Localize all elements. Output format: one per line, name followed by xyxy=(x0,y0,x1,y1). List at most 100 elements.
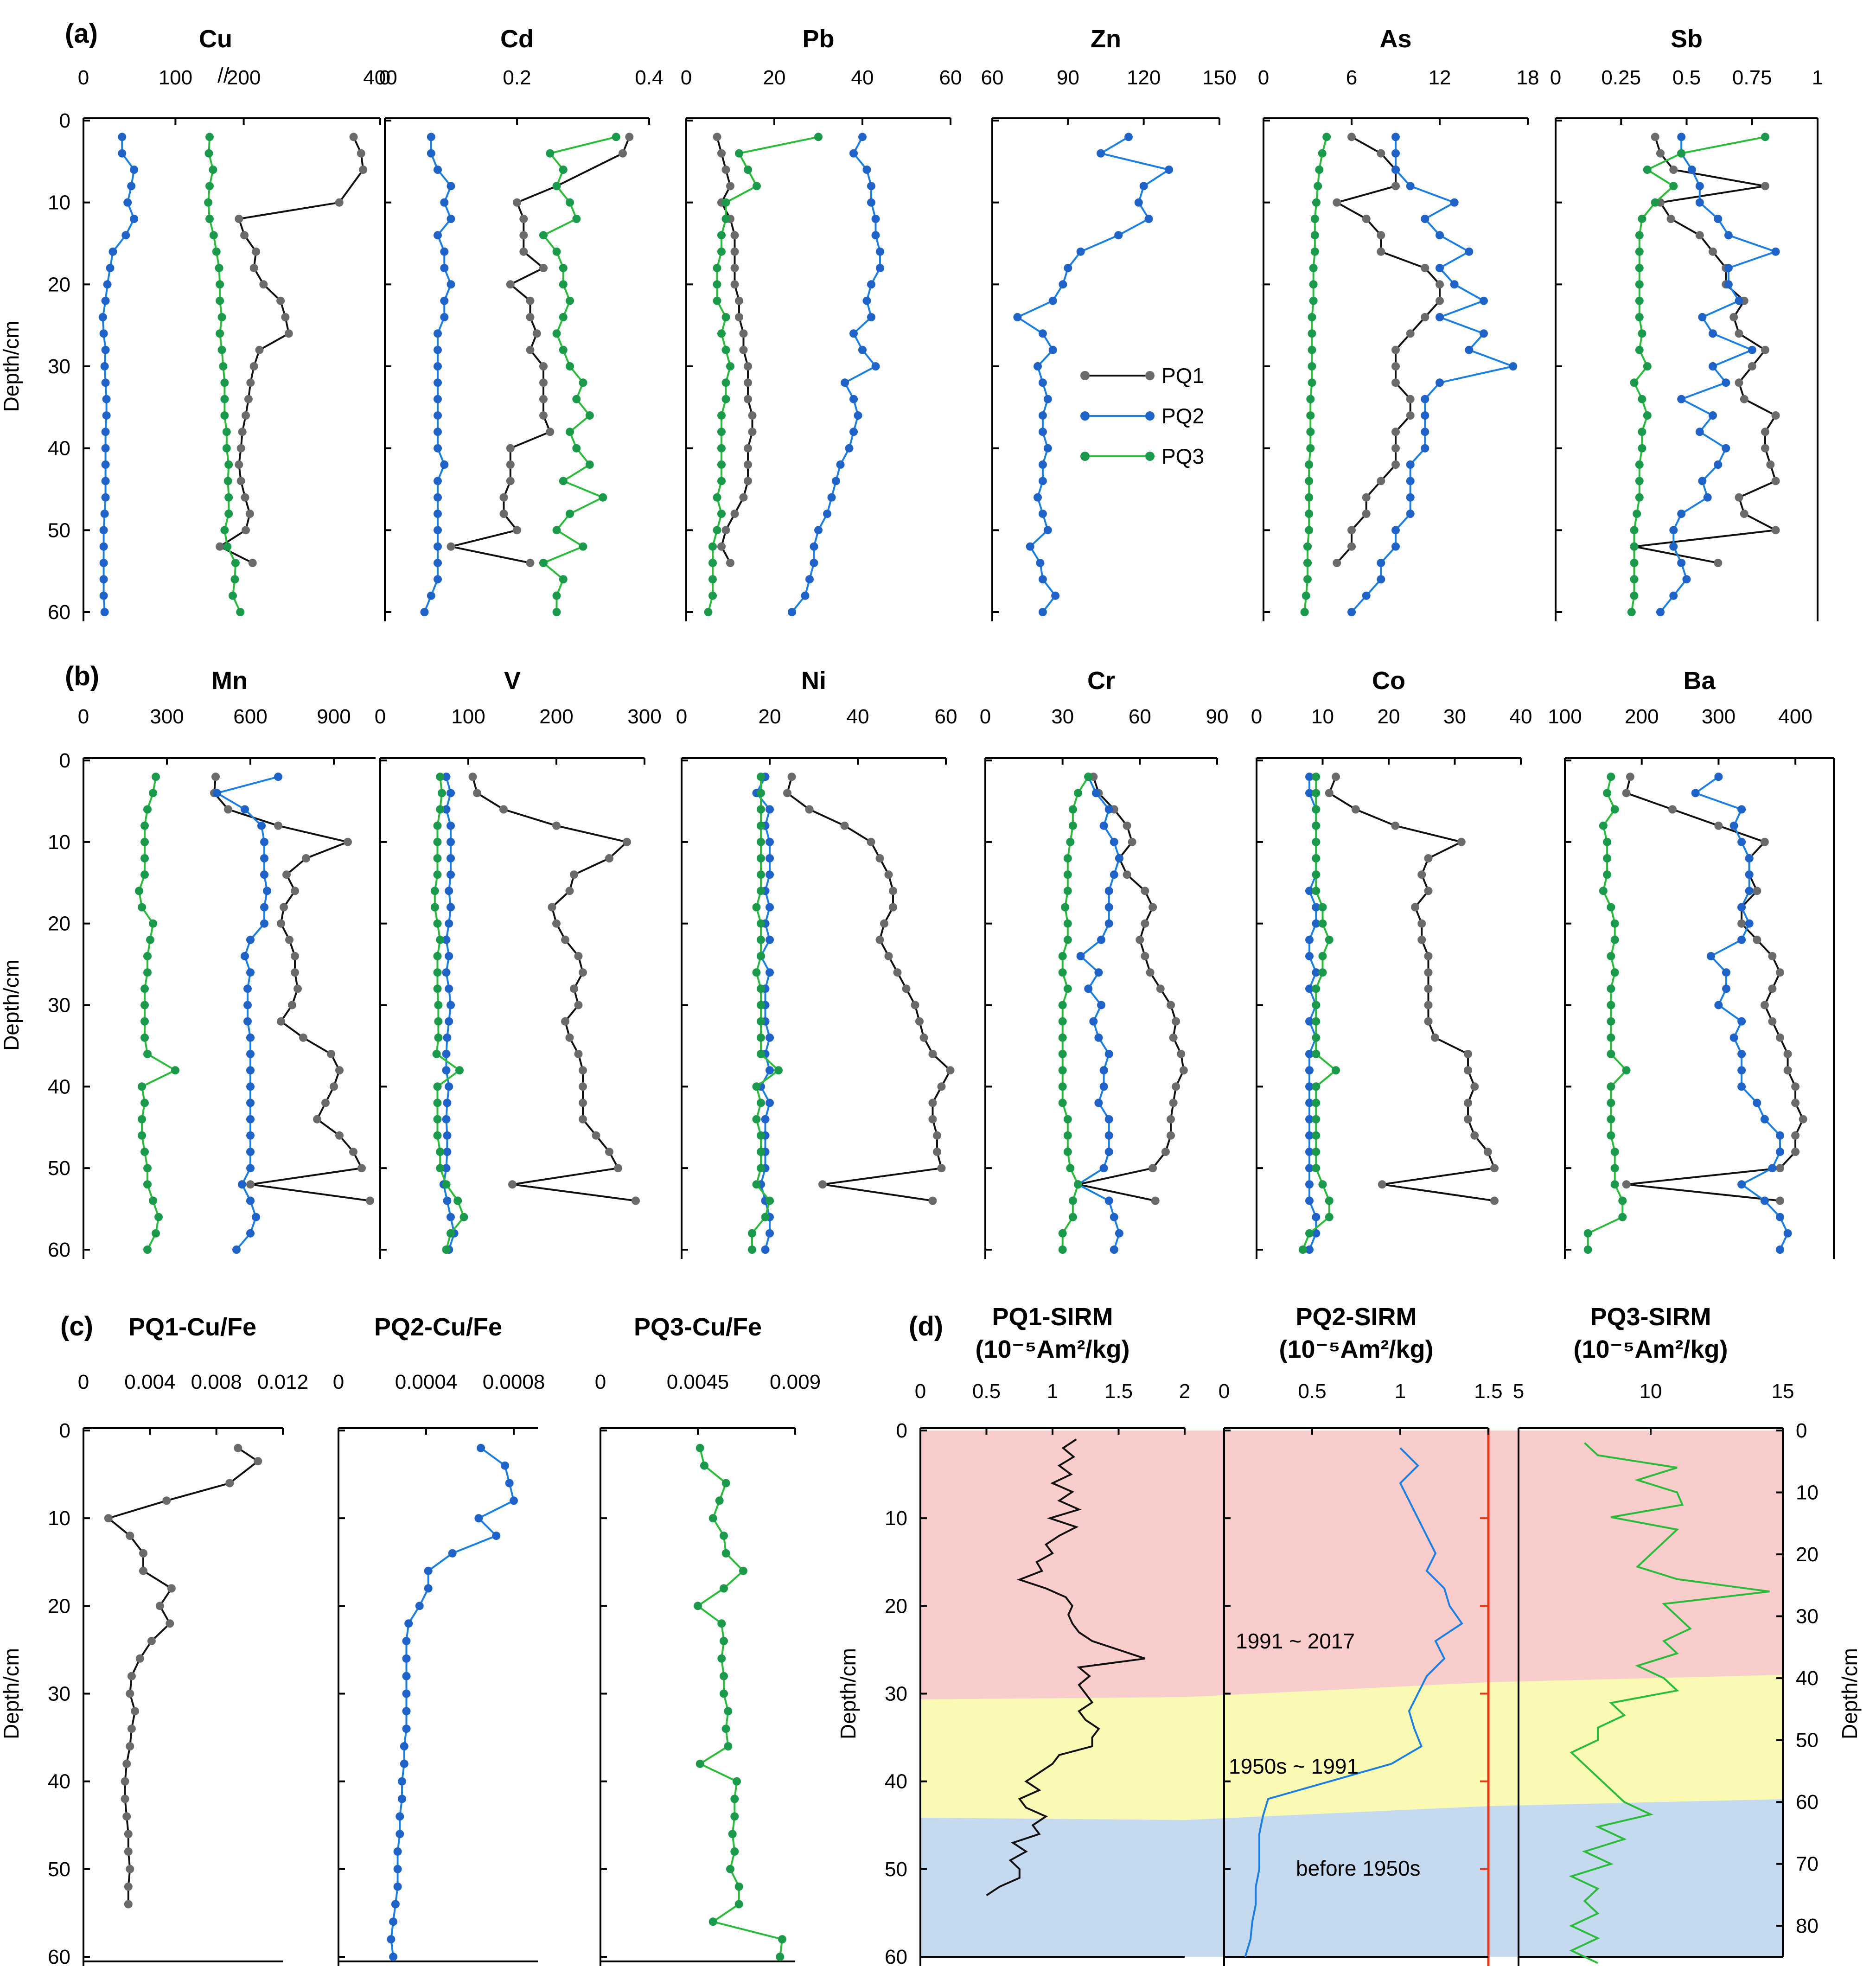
x-tick-label: 30 xyxy=(1443,705,1466,728)
data-point-pq1 xyxy=(249,264,258,272)
data-point-pq1 xyxy=(1128,837,1136,846)
data-point-pq2 xyxy=(246,1196,255,1205)
data-point-pq3 xyxy=(1318,1180,1327,1189)
data-point-pq3 xyxy=(1058,1033,1067,1042)
data-point-pq3 xyxy=(717,510,726,518)
panel-label-d: (d) xyxy=(909,1311,943,1341)
data-point-pq3 xyxy=(739,1566,747,1575)
data-point-pq2 xyxy=(849,395,858,403)
data-point-pq1 xyxy=(1490,1164,1499,1173)
legend-marker-pq1 xyxy=(1080,371,1090,380)
data-point-pq3 xyxy=(1318,919,1327,928)
data-point-pq2 xyxy=(445,919,453,928)
data-point-pq1 xyxy=(570,984,578,993)
x-tick-label: 400 xyxy=(363,66,397,89)
data-point-pq3 xyxy=(724,1707,733,1716)
data-point-pq2 xyxy=(766,935,774,944)
data-point-pq2 xyxy=(810,559,818,567)
data-point-pq2 xyxy=(1089,1017,1098,1026)
data-point-pq2 xyxy=(1695,182,1704,191)
data-point-pq2 xyxy=(1115,854,1123,862)
data-point-pq3 xyxy=(700,1461,708,1470)
data-point-pq2 xyxy=(1104,1148,1113,1156)
chart-title: Co xyxy=(1372,667,1405,695)
data-point-pq1 xyxy=(252,247,261,256)
data-point-pq3 xyxy=(143,1180,152,1189)
y-tick-label: 0 xyxy=(59,749,70,772)
chart-pq1-sirm: 0 0.5 1 1.5 20102030405060Depth/cmPQ1-SIRM(1… xyxy=(836,1303,1190,1967)
x-tick-label: 1 xyxy=(1812,66,1823,89)
data-point-pq2 xyxy=(1687,166,1696,174)
data-point-pq1 xyxy=(1766,460,1775,469)
data-point-pq3 xyxy=(433,1082,442,1091)
data-point-pq2 xyxy=(1724,231,1733,240)
data-point-pq1 xyxy=(1464,1050,1472,1058)
data-point-pq3 xyxy=(721,215,730,223)
data-point-pq3 xyxy=(433,984,442,993)
data-point-pq3 xyxy=(223,542,232,551)
data-point-pq2 xyxy=(1038,411,1047,420)
data-point-pq1 xyxy=(1167,1001,1175,1009)
data-point-pq1 xyxy=(357,1164,366,1173)
data-point-pq1 xyxy=(248,559,257,567)
data-point-pq3 xyxy=(433,1098,442,1107)
y-axis-label: Depth/cm xyxy=(0,959,23,1051)
x-tick-label: 6 xyxy=(1346,66,1357,89)
data-point-pq1 xyxy=(592,1131,600,1140)
data-point-pq2 xyxy=(447,280,455,289)
data-point-pq2 xyxy=(99,575,108,584)
y-tick-label: 20 xyxy=(48,273,70,296)
data-point-pq3 xyxy=(752,1115,761,1124)
chart-title: Zn xyxy=(1091,25,1121,53)
data-point-pq2 xyxy=(1760,1196,1769,1205)
data-point-pq3 xyxy=(579,542,587,551)
data-point-pq3 xyxy=(612,133,620,141)
y-tick-label: 40 xyxy=(48,1770,70,1793)
y-tick-label: 50 xyxy=(48,1858,70,1881)
data-point-pq3 xyxy=(1635,493,1644,502)
data-point-pq3 xyxy=(140,821,149,830)
data-point-pq3 xyxy=(1305,510,1314,518)
x-tick-label: 0.25 xyxy=(1601,66,1641,89)
data-point-pq3 xyxy=(1312,1001,1321,1009)
data-point-pq1 xyxy=(1771,411,1780,420)
data-point-pq2 xyxy=(1421,444,1429,453)
data-point-pq3 xyxy=(152,773,160,781)
data-point-pq2 xyxy=(246,1033,255,1042)
data-point-pq2 xyxy=(1099,821,1108,830)
data-point-pq2 xyxy=(1669,542,1678,551)
data-point-pq3 xyxy=(757,773,765,781)
data-point-pq1 xyxy=(623,837,631,846)
data-point-pq1 xyxy=(166,1619,174,1628)
data-point-pq3 xyxy=(1603,789,1612,798)
data-point-pq2 xyxy=(393,1882,402,1891)
x-tick-label: 0 xyxy=(78,705,89,728)
data-point-pq1 xyxy=(330,1082,338,1091)
chart-sb: 0 0.25 0.5 0.75 1 Sb xyxy=(1550,25,1823,621)
data-point-pq3 xyxy=(149,1196,157,1205)
data-point-pq1 xyxy=(574,952,583,960)
legend-pq1: PQ1 xyxy=(1161,364,1204,388)
data-point-pq3 xyxy=(1630,591,1639,600)
data-point-pq3 xyxy=(1635,345,1644,354)
data-point-pq1 xyxy=(739,329,748,338)
data-point-pq3 xyxy=(1310,231,1319,240)
data-point-pq2 xyxy=(424,1566,433,1575)
data-point-pq1 xyxy=(783,789,791,798)
data-point-pq1 xyxy=(1760,1001,1769,1009)
data-point-pq3 xyxy=(1315,166,1324,174)
data-point-pq1 xyxy=(552,919,561,928)
data-point-pq3 xyxy=(433,1115,442,1124)
data-point-pq1 xyxy=(1424,887,1433,895)
data-point-pq1 xyxy=(721,166,730,174)
data-point-pq2 xyxy=(103,280,112,289)
data-point-pq3 xyxy=(1610,968,1619,977)
data-point-pq2 xyxy=(1099,1066,1108,1075)
data-point-pq2 xyxy=(1305,935,1314,944)
x-tick-label: 100 xyxy=(451,705,485,728)
data-point-pq1 xyxy=(933,1131,941,1140)
data-point-pq1 xyxy=(1424,1017,1433,1026)
data-point-pq3 xyxy=(814,133,823,141)
data-point-pq3 xyxy=(447,1229,455,1238)
data-point-pq2 xyxy=(1709,329,1717,338)
